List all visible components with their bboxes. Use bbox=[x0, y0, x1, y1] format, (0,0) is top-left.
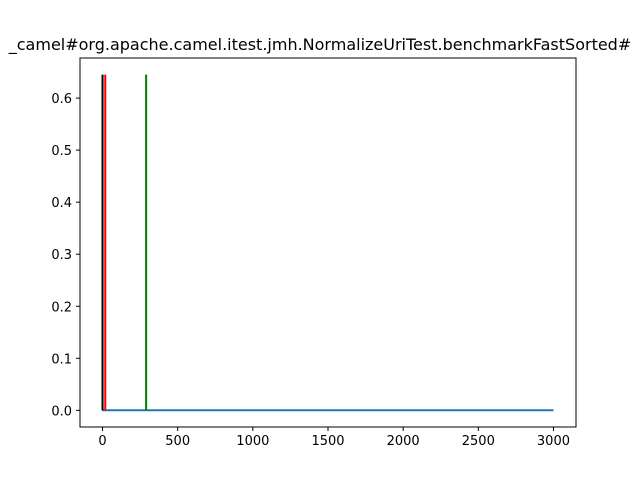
x-tick-label: 2000 bbox=[387, 434, 420, 449]
x-tick-label: 3000 bbox=[537, 434, 570, 449]
y-axis: 0.0 0.1 0.2 0.3 0.4 0.5 0.6 bbox=[51, 92, 80, 419]
x-tick-label: 500 bbox=[165, 434, 190, 449]
x-tick-label: 1000 bbox=[236, 434, 269, 449]
chart-title: _camel#org.apache.camel.itest.jmh.Normal… bbox=[8, 35, 632, 55]
x-tick-label: 0 bbox=[98, 434, 106, 449]
y-tick-label: 0.3 bbox=[51, 248, 72, 263]
y-tick-label: 0.1 bbox=[51, 352, 72, 367]
y-tick-label: 0.6 bbox=[51, 92, 72, 107]
x-tick-label: 2500 bbox=[462, 434, 495, 449]
plot-area bbox=[101, 74, 554, 412]
x-axis: 0 500 1000 1500 2000 2500 3000 bbox=[98, 427, 570, 449]
y-tick-label: 0.2 bbox=[51, 300, 72, 315]
y-tick-label: 0.0 bbox=[51, 404, 72, 419]
x-tick-label: 1500 bbox=[311, 434, 344, 449]
y-tick-label: 0.4 bbox=[51, 196, 72, 211]
y-tick-label: 0.5 bbox=[51, 144, 72, 159]
